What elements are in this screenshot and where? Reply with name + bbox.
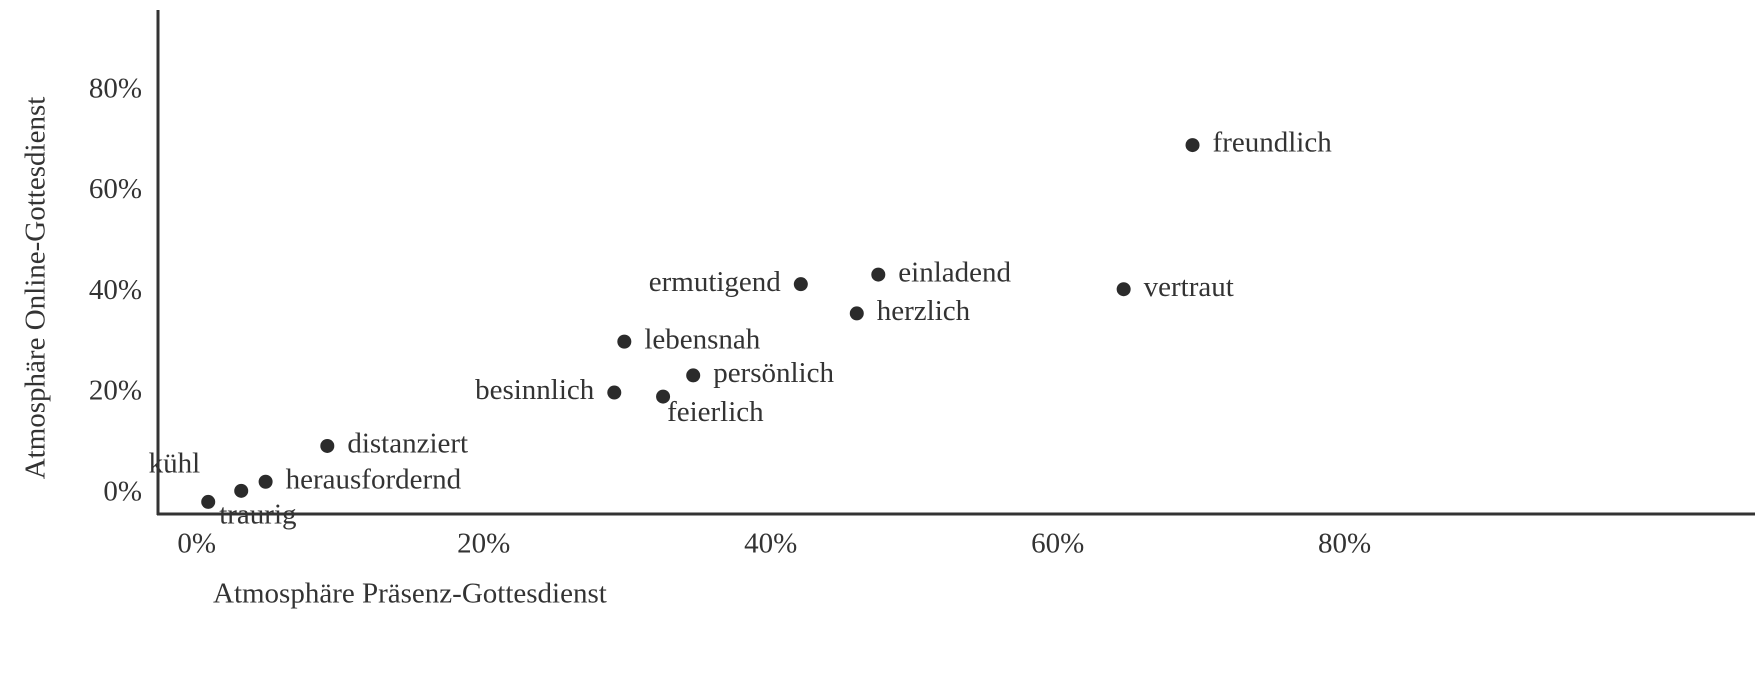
point-label: distanziert xyxy=(347,428,468,460)
point-label: einladend xyxy=(898,256,1011,288)
point xyxy=(871,267,886,282)
y-tick-label: 80% xyxy=(89,72,142,104)
y-axis-title: Atmosphäre Online-Gottesdienst xyxy=(20,97,52,480)
point xyxy=(320,438,335,453)
point xyxy=(201,494,216,509)
y-tick-label: 40% xyxy=(89,274,142,306)
point xyxy=(234,483,249,498)
point-label: kühl xyxy=(149,448,201,480)
point-label: freundlich xyxy=(1213,127,1333,159)
point-label: lebensnah xyxy=(644,323,760,355)
point-label: herausfordernd xyxy=(286,463,462,495)
point-label: herzlich xyxy=(877,295,971,327)
point-label: ermutigend xyxy=(649,266,782,298)
y-tick-label: 60% xyxy=(89,173,142,205)
x-tick-label: 20% xyxy=(457,528,510,560)
x-tick-label: 60% xyxy=(1031,528,1084,560)
point-label: besinnlich xyxy=(475,374,595,406)
point-label: persönlich xyxy=(713,357,834,389)
point xyxy=(849,306,864,321)
x-tick-label: 0% xyxy=(177,528,216,560)
point-label: feierlich xyxy=(667,396,764,428)
point xyxy=(617,334,632,349)
point xyxy=(1185,138,1200,153)
point xyxy=(607,385,622,400)
point-label: vertraut xyxy=(1144,271,1234,303)
y-tick-label: 0% xyxy=(103,475,142,507)
point xyxy=(656,389,671,404)
point xyxy=(793,277,808,292)
point-label: traurig xyxy=(219,498,296,530)
y-tick-label: 20% xyxy=(89,375,142,407)
point xyxy=(1116,282,1131,297)
x-tick-label: 40% xyxy=(744,528,797,560)
point xyxy=(686,368,701,383)
x-tick-label: 80% xyxy=(1318,528,1371,560)
x-axis-title: Atmosphäre Präsenz-Gottesdienst xyxy=(213,578,607,610)
point xyxy=(258,474,273,489)
